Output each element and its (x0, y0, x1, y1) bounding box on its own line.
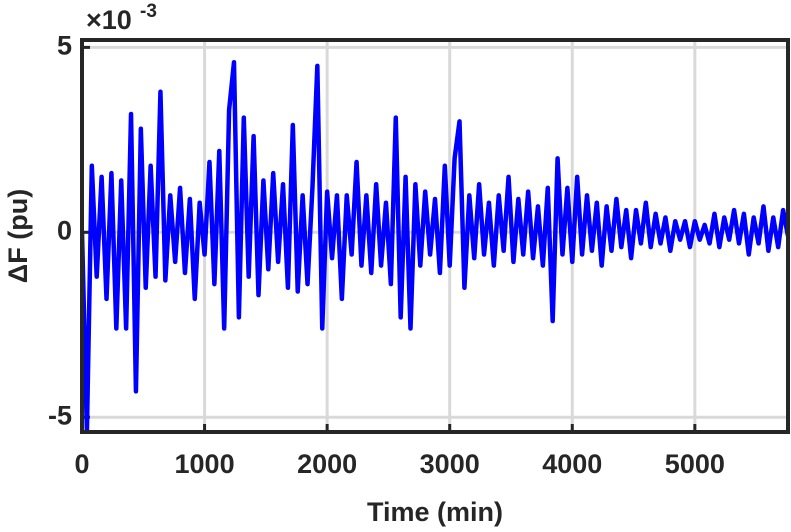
labels: ×10 -3 Time (min) ΔF (pu) 0 1000 2000 3000 4… (3, 1, 725, 527)
y-multiplier-exponent: -3 (140, 1, 157, 22)
x-tick-label: 2000 (297, 449, 357, 479)
y-tick-label: 0 (57, 215, 72, 245)
y-tick-label: 5 (57, 31, 72, 61)
data-line (82, 59, 788, 432)
axes-box (80, 38, 790, 434)
x-tick-label: 1000 (175, 449, 235, 479)
y-tick-label: -5 (48, 400, 72, 430)
y-axis-label: ΔF (pu) (3, 189, 33, 283)
y-multiplier-base: ×10 (86, 5, 132, 35)
plot-area (82, 59, 788, 432)
x-tick-label: 5000 (665, 449, 725, 479)
x-tick-label: 3000 (420, 449, 480, 479)
x-axis-label: Time (min) (367, 497, 503, 527)
x-tick-label: 4000 (542, 449, 602, 479)
x-tick-label: 0 (74, 449, 89, 479)
